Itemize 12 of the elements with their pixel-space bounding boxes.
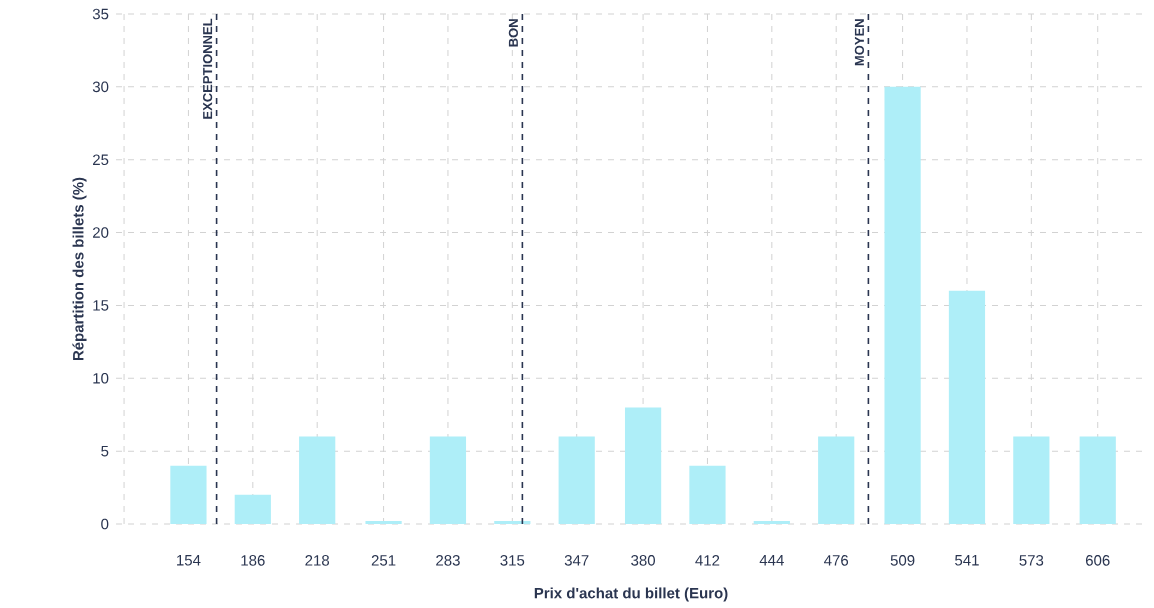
bar — [1013, 436, 1050, 524]
bar — [818, 436, 855, 524]
bar — [299, 436, 336, 524]
bar — [948, 290, 986, 524]
bar — [558, 436, 595, 524]
bar — [884, 86, 921, 524]
bar — [429, 436, 467, 524]
bar — [170, 465, 207, 524]
bar — [1079, 436, 1116, 524]
bar — [234, 494, 271, 524]
bar — [624, 407, 662, 524]
bar — [689, 465, 726, 524]
